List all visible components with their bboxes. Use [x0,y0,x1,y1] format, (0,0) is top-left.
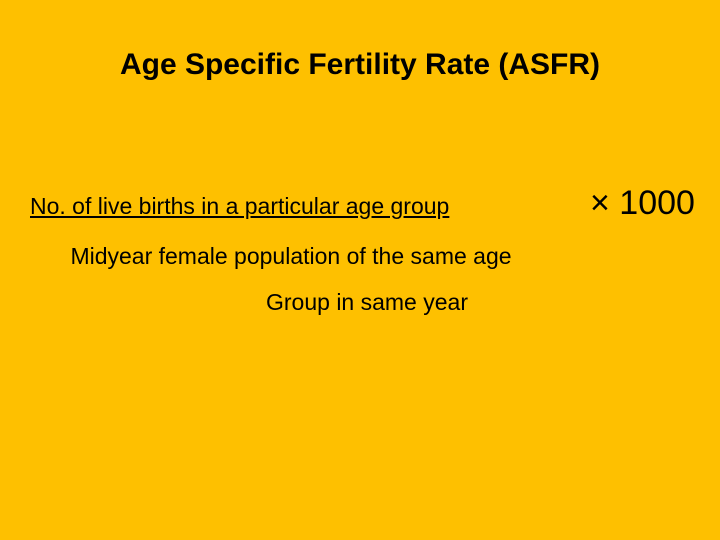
denominator-line: Group in same year [266,289,468,315]
numerator: No. of live births in a particular age g… [30,193,450,219]
multiplier: × 1000 [590,184,695,222]
slide-title: Age Specific Fertility Rate (ASFR) [119,48,601,81]
denominator-line: Midyear female population of the same ag… [70,243,512,269]
